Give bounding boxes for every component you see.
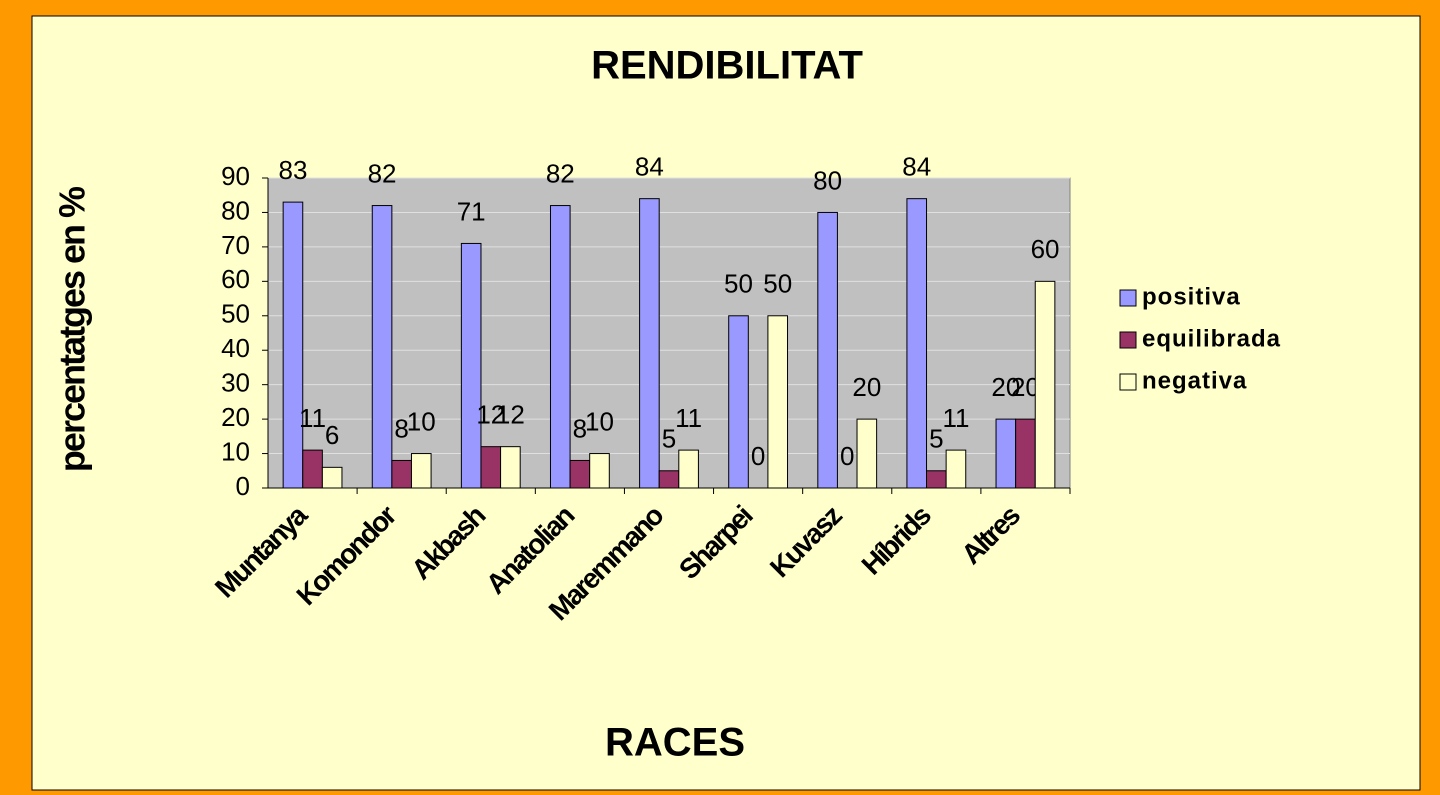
legend-label: positiva <box>1142 283 1241 310</box>
data-label: 50 <box>763 269 792 299</box>
data-label: 84 <box>635 152 664 182</box>
bar <box>728 315 749 489</box>
legend-swatch <box>1119 289 1137 307</box>
data-label: 82 <box>368 158 397 188</box>
data-label: 82 <box>546 158 575 188</box>
bar <box>945 449 967 489</box>
bar <box>500 446 521 489</box>
bar <box>658 470 680 489</box>
bar <box>282 201 304 489</box>
data-label: 8 <box>394 413 408 443</box>
data-label: 11 <box>299 403 326 433</box>
data-label: 84 <box>902 152 931 182</box>
y-tick-label: 20 <box>221 402 250 432</box>
legend-swatch <box>1119 331 1137 349</box>
bar <box>480 446 502 489</box>
y-tick-label: 40 <box>221 333 250 363</box>
data-label: 6 <box>325 420 339 450</box>
bar <box>460 242 482 489</box>
data-label: 83 <box>278 155 307 185</box>
data-label: 20 <box>852 372 881 402</box>
bar <box>371 205 393 489</box>
y-tick-label: 50 <box>221 299 250 329</box>
y-tick-label: 30 <box>221 368 250 398</box>
bar <box>302 449 323 489</box>
data-label: 80 <box>813 165 842 195</box>
data-label: 11 <box>942 403 969 433</box>
data-label: 5 <box>929 424 943 454</box>
data-label: 5 <box>662 424 676 454</box>
bar <box>569 459 591 489</box>
bar <box>321 466 343 489</box>
data-label: 12 <box>496 400 525 430</box>
bar <box>817 211 838 489</box>
bar <box>549 205 571 489</box>
bar <box>391 459 412 489</box>
data-label: 8 <box>573 413 587 443</box>
data-label: 71 <box>457 196 486 226</box>
data-label: 12 <box>476 400 505 430</box>
bar <box>926 470 947 489</box>
data-label: 10 <box>407 406 436 436</box>
legend-swatch <box>1119 373 1137 391</box>
data-label: 20 <box>991 372 1020 402</box>
data-label: 60 <box>1031 234 1060 264</box>
bar <box>410 453 432 489</box>
bar <box>767 315 789 489</box>
data-label: 0 <box>840 441 854 471</box>
bar <box>1015 418 1036 489</box>
bar <box>589 453 610 489</box>
bar <box>639 198 660 489</box>
bar <box>678 449 699 489</box>
chart-title: RENDIBILITAT <box>591 44 863 88</box>
x-axis-label: RACES <box>605 721 745 765</box>
legend-label: equilibrada <box>1142 325 1281 352</box>
legend-label: negativa <box>1142 367 1247 394</box>
y-tick-label: 10 <box>221 436 250 466</box>
y-tick-label: 80 <box>221 195 250 225</box>
bar <box>856 418 878 489</box>
y-tick-label: 60 <box>221 264 250 294</box>
bar <box>906 198 928 489</box>
bar <box>1034 280 1056 489</box>
y-tick-label: 0 <box>236 471 250 501</box>
y-tick-label: 70 <box>221 230 250 260</box>
data-label: 0 <box>751 441 765 471</box>
data-label: 11 <box>675 403 702 433</box>
bar <box>995 418 1017 489</box>
y-tick-label: 90 <box>221 161 250 191</box>
data-label: 50 <box>724 269 753 299</box>
y-axis-label: percentatges en % <box>52 186 93 472</box>
data-label: 10 <box>585 406 614 436</box>
